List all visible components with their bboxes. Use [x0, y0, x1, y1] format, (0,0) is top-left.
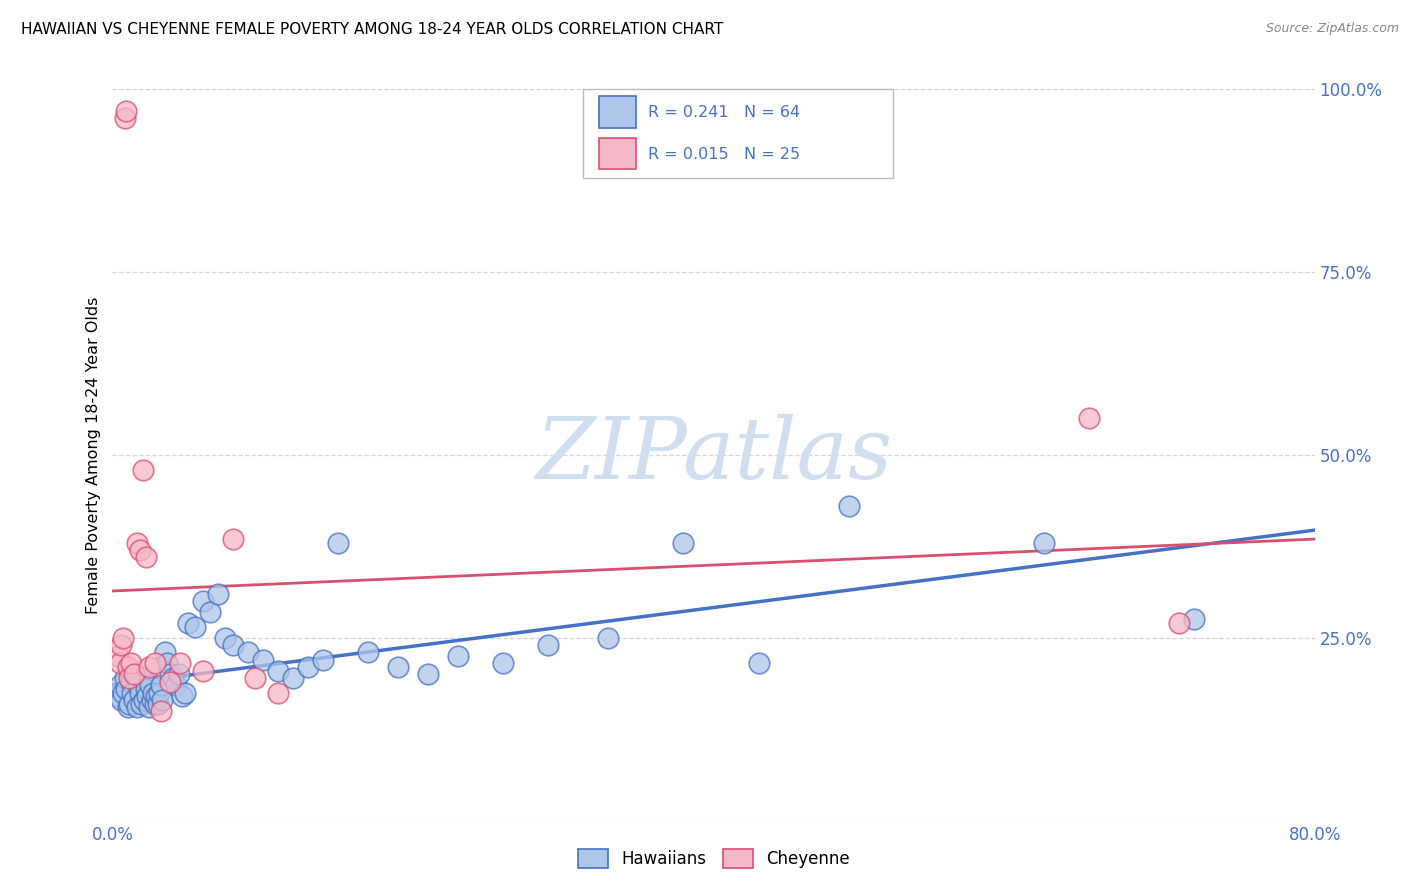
Point: [149, 704, 172, 718]
Point: [120, 674, 142, 689]
Text: ZIPatlas: ZIPatlas: [534, 414, 893, 496]
Point: [141, 693, 163, 707]
Point: [111, 686, 134, 700]
Text: Source: ZipAtlas.com: Source: ZipAtlas.com: [1265, 22, 1399, 36]
Point: [131, 462, 153, 476]
Point: [357, 645, 380, 659]
Point: [537, 638, 560, 652]
Point: [121, 686, 143, 700]
Point: [252, 653, 274, 667]
Point: [135, 681, 157, 696]
Point: [236, 645, 259, 659]
Point: [136, 690, 159, 704]
Point: [117, 700, 139, 714]
Point: [139, 678, 162, 692]
Point: [176, 616, 198, 631]
Point: [145, 690, 167, 704]
Point: [114, 112, 136, 126]
Point: [124, 667, 146, 681]
Point: [127, 678, 149, 692]
Text: HAWAIIAN VS CHEYENNE FEMALE POVERTY AMONG 18-24 YEAR OLDS CORRELATION CHART: HAWAIIAN VS CHEYENNE FEMALE POVERTY AMON…: [21, 22, 723, 37]
Point: [159, 667, 181, 681]
Point: [128, 686, 150, 700]
Point: [387, 660, 409, 674]
Bar: [599, 96, 636, 128]
Point: [118, 697, 141, 711]
Y-axis label: Female Poverty Among 18-24 Year Olds: Female Poverty Among 18-24 Year Olds: [86, 296, 101, 614]
Point: [214, 631, 236, 645]
Text: R = 0.015   N = 25: R = 0.015 N = 25: [648, 147, 800, 161]
Point: [297, 660, 319, 674]
Point: [162, 671, 184, 685]
Bar: [599, 138, 636, 169]
Point: [153, 645, 176, 659]
Point: [143, 657, 166, 671]
Point: [1033, 535, 1056, 549]
Point: [146, 697, 169, 711]
Point: [222, 532, 245, 546]
Point: [117, 660, 139, 674]
Point: [155, 657, 177, 671]
Point: [598, 631, 620, 645]
Point: [131, 671, 153, 685]
Point: [110, 693, 132, 707]
Point: [143, 697, 166, 711]
Point: [281, 671, 304, 685]
Point: [245, 671, 267, 685]
Point: [167, 667, 190, 681]
Point: [138, 700, 160, 714]
Point: [125, 535, 148, 549]
FancyBboxPatch shape: [583, 89, 893, 178]
Point: [184, 620, 207, 634]
Point: [122, 693, 145, 707]
Point: [120, 657, 142, 671]
Point: [118, 671, 141, 685]
Point: [108, 657, 131, 671]
Point: [1184, 613, 1206, 627]
Point: [148, 686, 170, 700]
Point: [447, 649, 470, 664]
Point: [416, 667, 439, 681]
Point: [312, 653, 335, 667]
Point: [107, 690, 129, 704]
Point: [110, 638, 132, 652]
Point: [115, 681, 138, 696]
Point: [326, 535, 349, 549]
Point: [129, 697, 152, 711]
Point: [191, 664, 214, 678]
Point: [150, 693, 173, 707]
Point: [111, 631, 134, 645]
Point: [135, 550, 157, 565]
Point: [173, 686, 195, 700]
Point: [169, 657, 191, 671]
Point: [267, 664, 290, 678]
Point: [492, 657, 515, 671]
Legend: Hawaiians, Cheyenne: Hawaiians, Cheyenne: [571, 842, 856, 874]
Point: [1168, 616, 1191, 631]
Point: [115, 104, 138, 119]
Point: [1078, 411, 1101, 425]
Point: [114, 671, 136, 685]
Point: [108, 678, 131, 692]
Point: [165, 678, 187, 692]
Point: [149, 678, 172, 692]
Text: R = 0.241   N = 64: R = 0.241 N = 64: [648, 105, 800, 120]
Point: [107, 649, 129, 664]
Point: [748, 657, 770, 671]
Point: [198, 605, 221, 619]
Point: [125, 700, 148, 714]
Point: [191, 594, 214, 608]
Point: [122, 667, 145, 681]
Point: [267, 686, 290, 700]
Point: [132, 693, 155, 707]
Point: [207, 587, 229, 601]
Point: [142, 686, 165, 700]
Point: [128, 543, 150, 558]
Point: [170, 690, 193, 704]
Point: [672, 535, 695, 549]
Point: [222, 638, 245, 652]
Point: [138, 660, 160, 674]
Point: [838, 499, 860, 513]
Point: [159, 674, 181, 689]
